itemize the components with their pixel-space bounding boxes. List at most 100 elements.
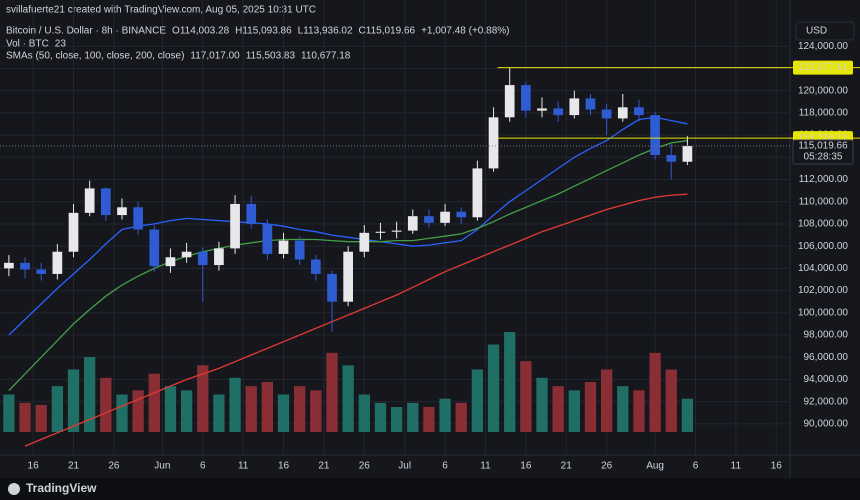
sma-line bbox=[24, 193, 688, 447]
volume-bar bbox=[100, 377, 112, 432]
volume-bar bbox=[552, 386, 564, 432]
y-tick-label: 118,000.00 bbox=[799, 108, 849, 119]
x-tick-label: 16 bbox=[771, 461, 783, 472]
y-tick-label: 112,000.00 bbox=[799, 174, 849, 185]
candle-body bbox=[440, 211, 450, 223]
x-tick-label: Jun bbox=[154, 461, 170, 472]
volume-bar bbox=[681, 398, 694, 432]
candle-body bbox=[214, 248, 224, 266]
x-tick-label: Aug bbox=[646, 461, 664, 472]
volume-bar bbox=[164, 386, 177, 432]
volume-bar bbox=[35, 404, 47, 432]
y-tick-label: 120,000.00 bbox=[798, 85, 848, 96]
volume-bar bbox=[213, 394, 225, 432]
volume-bar bbox=[229, 377, 241, 432]
title: Bitcoin / U.S. Dollar · 8h · BINANCE bbox=[6, 26, 166, 37]
x-tick-label: 6 bbox=[442, 461, 448, 472]
ohlc-value: H115,093.86 bbox=[235, 26, 292, 37]
volume-bar bbox=[294, 386, 306, 432]
candle-body bbox=[327, 273, 337, 302]
y-tick-label: 98,000.00 bbox=[804, 330, 849, 341]
volume-bar bbox=[261, 382, 274, 432]
volume-bar bbox=[423, 407, 435, 432]
volume-bar bbox=[633, 390, 645, 432]
volume-bar bbox=[617, 386, 629, 432]
candle-body bbox=[650, 115, 660, 156]
volume-bar bbox=[665, 369, 677, 432]
volume-bar bbox=[584, 382, 597, 432]
volume-bar bbox=[116, 394, 128, 432]
sma-label: SMAs (50, close, 100, close, 200, close) bbox=[6, 51, 184, 62]
volume-last: 23 bbox=[55, 39, 67, 50]
ohlc-value: O114,003.28 bbox=[172, 26, 230, 37]
volume-bar bbox=[504, 332, 516, 432]
last-price-label: 115,019.66 bbox=[798, 141, 848, 152]
ohlc-value: L113,936.02 bbox=[298, 26, 353, 37]
candle-body bbox=[4, 262, 14, 269]
candle-body bbox=[36, 269, 47, 274]
author-line: svillafuerte21 created with TradingView.… bbox=[6, 5, 316, 16]
footer-bar bbox=[0, 478, 860, 500]
volume-bar bbox=[3, 394, 15, 432]
candle-body bbox=[391, 230, 402, 232]
ohlc-value: C115,019.66 bbox=[359, 26, 416, 37]
candle-body bbox=[84, 188, 95, 213]
candle-body bbox=[601, 109, 612, 119]
x-tick-label: 26 bbox=[601, 461, 613, 472]
candle-body bbox=[504, 85, 515, 118]
candle-body bbox=[634, 107, 644, 116]
volume-bar bbox=[19, 402, 31, 432]
candle-body bbox=[617, 107, 628, 119]
volume-bar bbox=[342, 365, 354, 432]
volume-bar bbox=[84, 357, 96, 432]
candle-body bbox=[521, 85, 531, 111]
candle-body bbox=[407, 216, 418, 231]
candle-body bbox=[117, 207, 127, 216]
last-price-box bbox=[792, 139, 854, 165]
sma-line bbox=[8, 116, 688, 336]
volume-bar bbox=[600, 369, 613, 432]
x-tick-label: 26 bbox=[359, 461, 371, 472]
countdown: 05:28:35 bbox=[804, 152, 843, 163]
candle-body bbox=[20, 262, 30, 270]
y-tick-label: 102,000.00 bbox=[798, 285, 848, 296]
volume-bar bbox=[390, 407, 403, 432]
volume-bar bbox=[536, 377, 548, 432]
x-tick-label: 21 bbox=[318, 461, 330, 472]
y-tick-label: 104,000.00 bbox=[798, 263, 848, 274]
candle-body bbox=[585, 98, 596, 110]
candle-body bbox=[375, 231, 386, 233]
candle-body bbox=[278, 240, 289, 254]
x-tick-label: 16 bbox=[520, 461, 532, 472]
volume-bar bbox=[407, 402, 419, 432]
x-tick-label: 6 bbox=[200, 461, 206, 472]
candle-body bbox=[310, 259, 321, 274]
ohlc-value: +1,007.48 (+0.88%) bbox=[421, 26, 509, 37]
sma-value: 115,503.83 bbox=[246, 51, 296, 62]
y-tick-label: 100,000.00 bbox=[798, 307, 848, 318]
candle-body bbox=[682, 145, 693, 162]
y-tick-label: 96,000.00 bbox=[804, 352, 849, 363]
volume-bar bbox=[197, 365, 209, 432]
volume-bar bbox=[67, 369, 80, 432]
volume-bar bbox=[649, 352, 661, 432]
volume-bar bbox=[568, 390, 580, 432]
sma-value: 117,017.00 bbox=[190, 51, 240, 62]
candle-body bbox=[456, 211, 467, 218]
volume-bar bbox=[277, 394, 290, 432]
candle-body bbox=[553, 108, 564, 116]
currency-box bbox=[795, 21, 855, 41]
logo bbox=[8, 483, 20, 495]
candle-body bbox=[424, 216, 434, 223]
volume-bar bbox=[487, 344, 500, 432]
candle-body bbox=[165, 257, 176, 267]
candle-body bbox=[537, 108, 547, 111]
candle-body bbox=[359, 232, 370, 252]
candle-body bbox=[472, 168, 483, 218]
sma-line bbox=[8, 139, 688, 392]
x-tick-label: 16 bbox=[278, 461, 290, 472]
candle-body bbox=[181, 251, 192, 258]
candle-body bbox=[666, 155, 677, 162]
volume-bar bbox=[148, 373, 160, 432]
volume-bar bbox=[439, 398, 451, 432]
